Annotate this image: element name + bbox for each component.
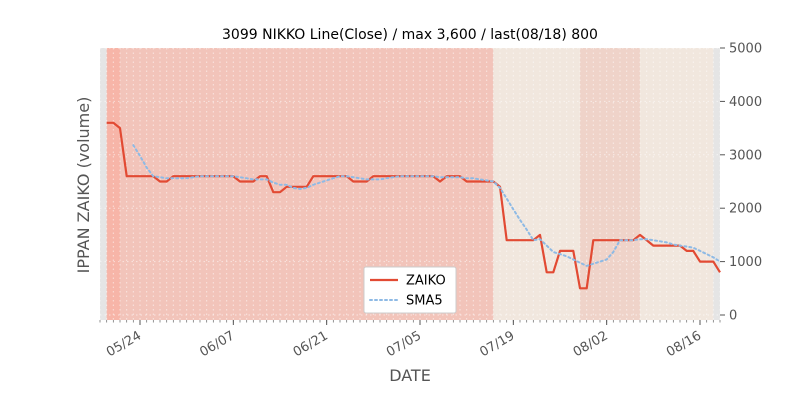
x-axis: 05/24 06/07 06/21 07/05 07/19 08/02 08/16	[99, 320, 721, 360]
x-tick-label: 08/02	[571, 328, 611, 360]
x-tick-label: 05/24	[104, 328, 144, 360]
legend-label: ZAIKO	[406, 274, 446, 289]
y-axis: 0 1000 2000 3000 4000 5000	[720, 42, 762, 324]
shaded-band	[580, 48, 640, 320]
x-tick-label: 06/21	[291, 328, 331, 360]
x-tick-label: 07/19	[477, 328, 517, 360]
y-tick-label: 4000	[729, 95, 762, 110]
legend-label: SMA5	[406, 294, 443, 309]
chart-title: 3099 NIKKO Line(Close) / max 3,600 / las…	[222, 27, 598, 43]
legend-box	[363, 266, 457, 314]
y-tick-label: 3000	[729, 148, 762, 163]
y-tick-label: 1000	[729, 255, 762, 270]
y-tick-label: 5000	[729, 42, 762, 57]
x-tick-label: 08/16	[664, 328, 704, 360]
series-line-sma5	[132, 144, 721, 267]
x-tick-label: 07/05	[384, 328, 424, 360]
x-tick-label: 06/07	[197, 328, 237, 360]
x-axis-label: DATE	[389, 366, 431, 385]
shaded-band	[640, 48, 714, 320]
legend: ZAIKO SMA5	[363, 266, 457, 314]
shaded-band	[533, 48, 580, 320]
y-tick-label: 0	[729, 309, 737, 324]
y-axis-label: IPPAN ZAIKO (volume)	[74, 97, 93, 274]
y-tick-label: 2000	[729, 202, 762, 217]
series	[106, 121, 721, 290]
plot-area	[99, 47, 721, 320]
